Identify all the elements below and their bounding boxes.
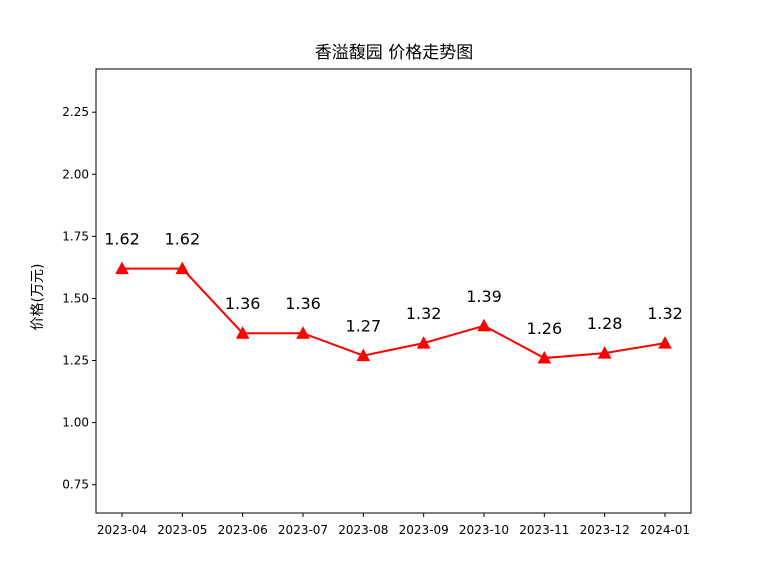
- data-point-marker: [416, 336, 431, 349]
- y-tick-label: 2.25: [62, 105, 89, 119]
- x-tick-label: 2024-01: [640, 523, 690, 537]
- x-tick-label: 2023-08: [338, 523, 388, 537]
- data-point-marker: [296, 326, 310, 339]
- x-tick-label: 2023-07: [278, 523, 328, 537]
- x-tick-label: 2023-05: [157, 523, 207, 537]
- x-tick-label: 2023-11: [519, 523, 569, 537]
- series-line: [122, 267, 666, 360]
- axes: 0.75 1.00 1.25 1.50 1.75 2.00 2.25 2023-04 2023-…: [62, 68, 692, 537]
- chart-title: 香溢馥园 价格走势图: [315, 43, 473, 63]
- x-tick-label: 2023-09: [399, 523, 449, 537]
- x-tick-label: 2023-06: [218, 523, 268, 537]
- data-label: 1.32: [406, 304, 442, 323]
- data-point-marker: [356, 348, 371, 362]
- x-tick-label: 2023-04: [97, 523, 147, 537]
- data-label: 1.26: [527, 319, 563, 338]
- x-tick-label: 2023-12: [580, 523, 630, 537]
- y-axis-label: 价格(万元): [30, 264, 46, 331]
- data-point-marker: [175, 261, 190, 275]
- data-label: 1.36: [225, 294, 261, 313]
- data-label: 1.36: [285, 294, 321, 313]
- data-point-marker: [235, 326, 250, 339]
- y-tick-label: 2.00: [62, 167, 89, 181]
- y-tick-label: 1.75: [62, 229, 89, 243]
- data-point-marker: [115, 261, 129, 275]
- y-tick-label: 1.50: [62, 291, 89, 305]
- data-label: 1.28: [587, 314, 623, 333]
- y-tick-label: 1.00: [62, 416, 89, 430]
- data-label: 1.62: [165, 230, 201, 249]
- y-tick-label: 1.25: [62, 354, 89, 368]
- data-label: 1.27: [346, 317, 382, 336]
- data-point-marker: [477, 318, 491, 332]
- y-tick-label: 0.75: [62, 478, 89, 492]
- data-point-marker: [658, 336, 672, 349]
- data-point-marker: [597, 346, 612, 359]
- data-label: 1.62: [104, 230, 140, 249]
- x-tick-label: 2023-10: [459, 523, 509, 537]
- data-point-marker: [537, 351, 552, 364]
- data-labels: 1.62 1.62 1.36 1.36 1.27 1.32 1.39 1.26 1.28 1.32: [104, 230, 683, 338]
- data-label: 1.39: [466, 287, 502, 306]
- data-series: [115, 261, 672, 364]
- data-label: 1.32: [647, 304, 683, 323]
- plot-frame: [95, 68, 692, 514]
